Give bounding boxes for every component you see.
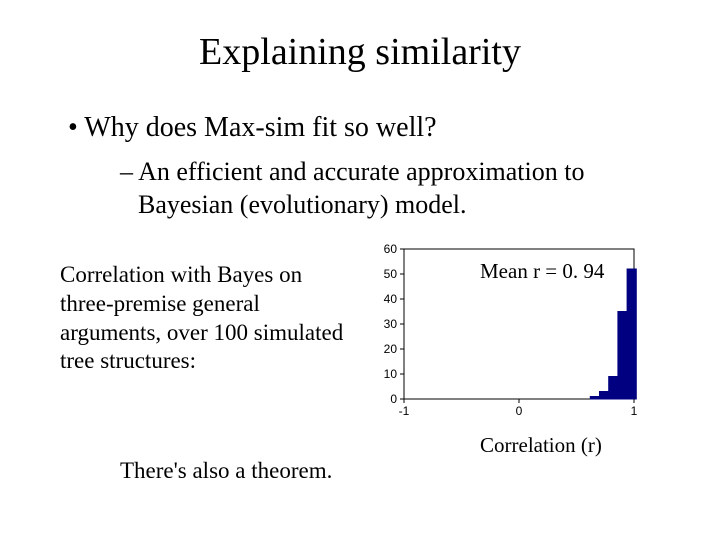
histogram-chart: Mean r = 0. 94 0102030405060-101 Correla…	[360, 241, 660, 436]
mean-r-label: Mean r = 0. 94	[480, 259, 604, 284]
svg-text:1: 1	[631, 404, 638, 418]
svg-text:40: 40	[384, 292, 398, 306]
bullet-sub: An efficient and accurate approximation …	[120, 156, 670, 221]
svg-text:-1: -1	[399, 404, 410, 418]
correlation-description: Correlation with Bayes on three-premise …	[50, 241, 360, 376]
theorem-text: There's also a theorem.	[120, 458, 670, 484]
svg-text:10: 10	[384, 367, 398, 381]
svg-text:0: 0	[516, 404, 523, 418]
svg-text:20: 20	[384, 342, 398, 356]
x-axis-label: Correlation (r)	[480, 433, 602, 458]
slide-title: Explaining similarity	[50, 30, 670, 74]
slide: Explaining similarity Why does Max-sim f…	[0, 0, 720, 540]
svg-text:60: 60	[384, 242, 398, 256]
bullet-main: Why does Max-sim fit so well?	[68, 112, 670, 144]
svg-text:0: 0	[390, 392, 397, 406]
svg-text:30: 30	[384, 317, 398, 331]
svg-text:50: 50	[384, 267, 398, 281]
content-row: Correlation with Bayes on three-premise …	[50, 241, 670, 436]
